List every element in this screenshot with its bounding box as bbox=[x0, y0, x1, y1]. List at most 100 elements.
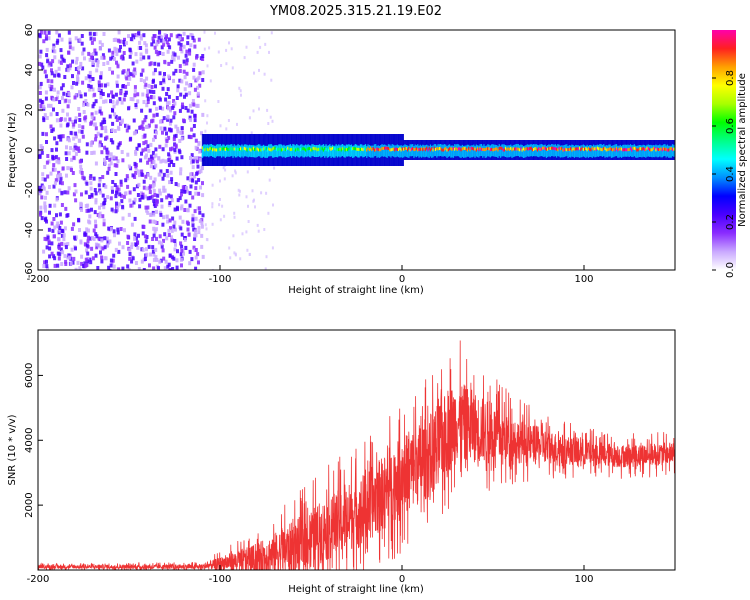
noise-cell bbox=[132, 35, 136, 40]
noise-cell bbox=[186, 41, 190, 46]
band-cell bbox=[251, 147, 254, 151]
band-cell bbox=[659, 148, 662, 152]
noise-cell bbox=[166, 106, 170, 111]
noise-cell bbox=[114, 156, 118, 161]
band-cell bbox=[566, 148, 569, 152]
noise-cell bbox=[160, 244, 164, 249]
band-cell bbox=[392, 147, 396, 151]
band-cell bbox=[339, 147, 342, 151]
band-cell bbox=[395, 145, 398, 158]
noise-cell bbox=[191, 217, 195, 222]
noise-cell bbox=[117, 267, 121, 270]
band-cell bbox=[445, 144, 448, 157]
noise-cell bbox=[108, 157, 112, 162]
band-cell bbox=[524, 145, 527, 158]
noise-cell bbox=[59, 220, 63, 225]
band-cell bbox=[525, 147, 528, 151]
noise-cell bbox=[143, 41, 147, 46]
band-cell bbox=[635, 147, 638, 151]
noise-cell bbox=[57, 66, 61, 71]
band-cell bbox=[660, 147, 663, 151]
band-cell bbox=[324, 146, 327, 150]
noise-cell bbox=[162, 238, 165, 243]
band-cell bbox=[306, 147, 309, 151]
band-cell bbox=[418, 145, 421, 158]
noise-cell bbox=[142, 33, 146, 38]
noise-cell bbox=[70, 168, 73, 172]
noise-cell bbox=[98, 188, 102, 193]
noise-cell bbox=[57, 256, 61, 261]
noise-cell bbox=[104, 184, 108, 189]
noise-cell bbox=[55, 197, 59, 202]
band-cell bbox=[246, 148, 249, 152]
x-tick-label: -200 bbox=[27, 574, 50, 585]
band-cell bbox=[471, 145, 475, 158]
noise-cell bbox=[196, 252, 200, 257]
noise-cell bbox=[45, 47, 49, 52]
band-cell bbox=[530, 144, 533, 157]
noise-cell bbox=[149, 175, 153, 180]
band-cell bbox=[629, 146, 633, 150]
noise-cell bbox=[163, 232, 167, 237]
noise-cell bbox=[63, 254, 67, 259]
band-cell bbox=[540, 147, 543, 151]
noise-cell bbox=[230, 47, 233, 51]
noise-cell bbox=[164, 143, 168, 148]
noise-cell bbox=[194, 248, 198, 252]
noise-cell bbox=[74, 246, 77, 251]
noise-cell bbox=[47, 36, 51, 41]
noise-cell bbox=[46, 235, 50, 240]
band-cell bbox=[263, 147, 266, 151]
band-cell bbox=[206, 148, 210, 151]
noise-cell bbox=[118, 48, 122, 53]
band-cell bbox=[252, 145, 255, 158]
noise-cell bbox=[42, 118, 46, 123]
band-cell bbox=[637, 148, 640, 152]
band-cell bbox=[608, 147, 611, 151]
noise-cell bbox=[135, 33, 139, 38]
noise-cell bbox=[94, 51, 98, 56]
noise-cell bbox=[165, 169, 169, 173]
noise-cell bbox=[60, 37, 64, 42]
band-cell bbox=[615, 146, 619, 150]
noise-cell bbox=[234, 169, 237, 173]
noise-cell bbox=[122, 51, 126, 55]
band-cell bbox=[516, 147, 519, 151]
noise-cell bbox=[211, 202, 214, 206]
noise-cell bbox=[47, 239, 51, 244]
noise-cell bbox=[127, 164, 131, 169]
noise-cell bbox=[67, 50, 71, 55]
noise-cell bbox=[163, 266, 167, 270]
noise-cell bbox=[239, 257, 242, 261]
noise-cell bbox=[53, 256, 57, 261]
noise-cell bbox=[233, 251, 236, 255]
noise-cell bbox=[49, 112, 53, 117]
noise-cell bbox=[112, 155, 116, 160]
noise-cell bbox=[220, 64, 223, 67]
noise-cell bbox=[121, 266, 125, 270]
band-cell bbox=[352, 146, 355, 158]
noise-cell bbox=[126, 264, 130, 269]
noise-cell bbox=[112, 229, 116, 234]
band-cell bbox=[213, 147, 216, 151]
noise-cell bbox=[152, 113, 156, 118]
noise-cell bbox=[165, 92, 169, 96]
noise-cell bbox=[53, 73, 57, 78]
band-cell bbox=[508, 145, 511, 158]
noise-cell bbox=[159, 81, 163, 86]
noise-cell bbox=[183, 61, 187, 66]
band-cell bbox=[632, 146, 635, 150]
band-cell bbox=[291, 145, 294, 158]
band-cell bbox=[224, 145, 227, 158]
noise-cell bbox=[109, 161, 113, 166]
noise-cell bbox=[158, 259, 162, 264]
band-cell bbox=[623, 148, 626, 152]
noise-cell bbox=[46, 59, 50, 64]
noise-cell bbox=[189, 184, 193, 189]
band-cell bbox=[665, 147, 668, 151]
band-cell bbox=[499, 145, 503, 158]
noise-cell bbox=[51, 59, 55, 64]
noise-cell bbox=[46, 174, 50, 179]
noise-cell bbox=[180, 79, 184, 84]
noise-cell bbox=[162, 256, 166, 261]
